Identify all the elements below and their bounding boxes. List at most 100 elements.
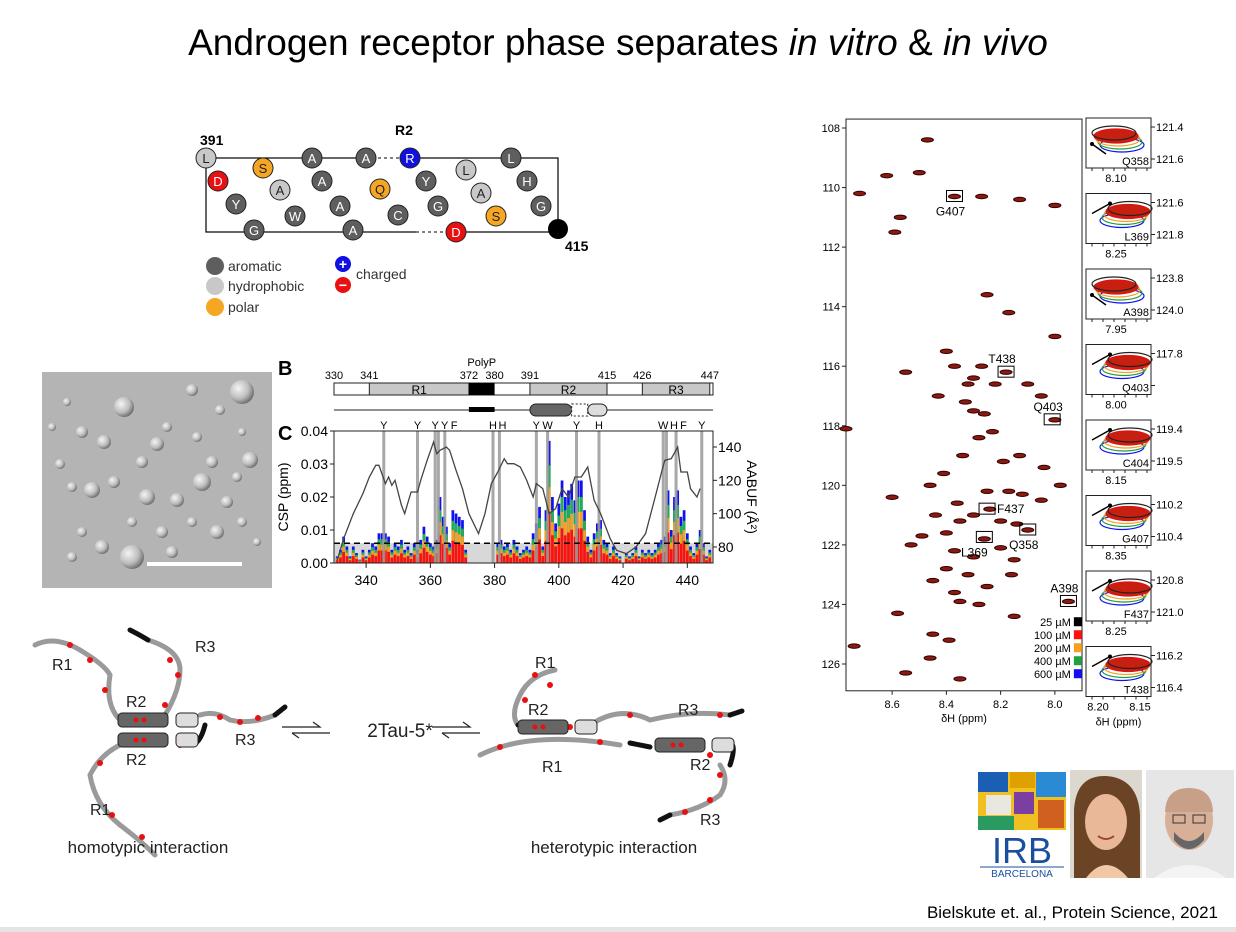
residue-circle — [301, 147, 323, 169]
residue-circle — [470, 182, 492, 204]
csp-bar-100M — [560, 528, 564, 563]
peak — [1004, 571, 1018, 578]
inset-label: F437 — [1124, 609, 1149, 621]
droplet — [193, 473, 211, 491]
csp-bar-100M — [615, 558, 619, 563]
droplet — [215, 405, 225, 415]
aromatic-marker-label: Y — [441, 420, 449, 432]
inset-y-tick-label: 121.6 — [1156, 154, 1184, 166]
peak — [1007, 613, 1021, 620]
residue-letter: D — [451, 225, 460, 240]
aromatic-marker-label: Y — [414, 420, 422, 432]
csp-bar-100M — [528, 557, 532, 563]
csp-bar-100M — [602, 553, 606, 563]
csp-bar-100M — [592, 550, 596, 563]
legend-label: 25 µM — [1040, 617, 1071, 629]
csp-bar-100M — [451, 540, 455, 563]
label-r2: R2 — [126, 694, 147, 711]
droplet — [242, 452, 258, 468]
csp-bar-100M — [705, 560, 708, 563]
csp-bar-100M — [518, 558, 522, 563]
droplet — [238, 428, 246, 436]
peak — [972, 434, 986, 441]
residue-circle — [445, 221, 467, 243]
label-r3: R3 — [195, 639, 216, 656]
boundary-label: 341 — [360, 370, 378, 382]
droplet — [127, 517, 137, 527]
residue-letter: S — [492, 209, 501, 224]
shift-arrow-icon — [1091, 202, 1111, 215]
arrow-head-icon — [1108, 579, 1112, 583]
csp-bar-100M — [335, 560, 339, 563]
csp-bar-100M — [425, 551, 429, 563]
peak-box — [978, 502, 996, 515]
csp-bar-100M — [563, 535, 567, 563]
droplet — [150, 437, 164, 451]
droplet — [232, 472, 242, 482]
peak — [966, 408, 980, 414]
y-tick-label: 116 — [822, 361, 840, 373]
peak — [985, 429, 999, 435]
residue-dot — [167, 657, 173, 663]
peak — [966, 554, 980, 560]
shift-arrow-icon — [1091, 655, 1111, 668]
peak-box — [946, 189, 964, 202]
peak — [994, 545, 1008, 551]
inset-contour — [1107, 578, 1153, 594]
droplet — [76, 426, 88, 438]
csp-bar-100M — [502, 556, 506, 563]
inset-contour — [1107, 653, 1153, 670]
peak — [956, 452, 970, 459]
aromatic-marker-label: F — [451, 420, 458, 432]
legend-label: 400 µM — [1034, 656, 1071, 668]
droplet — [63, 398, 71, 406]
peak-label: A398 — [1050, 581, 1078, 595]
arrow-head-icon — [1108, 503, 1112, 508]
residue-circle — [485, 205, 507, 227]
csp-bar-100M — [348, 560, 352, 563]
residue-dot — [707, 797, 713, 803]
y2-axis-label: AABUF (Å²) — [744, 460, 760, 534]
inset-contour — [1091, 276, 1137, 292]
boundary-label: 372 — [460, 370, 478, 382]
residue-letter: C — [393, 208, 402, 223]
inset-y-tick-label: 120.8 — [1156, 575, 1184, 587]
residue-dot — [532, 672, 538, 678]
csp-bar-100M — [390, 557, 394, 563]
peak — [988, 381, 1002, 387]
residue-circle — [269, 179, 291, 201]
droplet — [77, 527, 87, 537]
peak — [961, 381, 975, 387]
legend-negative-swatch — [335, 277, 351, 293]
csp-bar-100M — [666, 532, 670, 563]
droplet — [67, 482, 77, 492]
residue-circle — [195, 147, 217, 169]
residue-dot — [597, 739, 603, 745]
aromatic-marker-line — [497, 431, 501, 563]
csp-bar-100M — [547, 511, 551, 563]
csp-bar-100M — [576, 528, 580, 563]
y-tick-label: 110 — [822, 183, 840, 195]
csp-bar-100M — [454, 542, 458, 563]
csp-bar-100M — [586, 551, 590, 563]
droplet — [108, 476, 120, 488]
csp-bar-100M — [631, 558, 635, 563]
residue-circle — [329, 195, 351, 217]
arrow-head-icon — [1108, 201, 1112, 206]
panel-c-letter: C — [278, 423, 292, 445]
droplet — [136, 456, 148, 468]
residue-dot — [175, 672, 181, 678]
csp-bar-100M — [692, 558, 696, 563]
csp-bar-100M — [342, 551, 346, 563]
inset-x-tick-label: 7.95 — [1105, 324, 1126, 336]
inset-y-tick-label: 123.8 — [1156, 273, 1184, 285]
inset-y-tick-label: 117.8 — [1156, 349, 1183, 361]
residue-letter: D — [213, 174, 222, 189]
residue-letter: A — [477, 186, 486, 201]
peak-label: G407 — [936, 204, 966, 218]
y2-tick-label: 100 — [718, 506, 742, 522]
residue-dot — [707, 752, 713, 758]
csp-bar-100M — [428, 554, 432, 563]
residue-circle — [399, 147, 421, 169]
peak — [975, 193, 989, 200]
